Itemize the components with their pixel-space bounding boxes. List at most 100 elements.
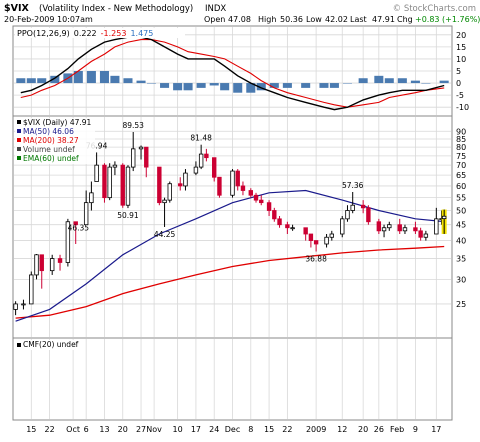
price-y-tick-label: 50 — [456, 207, 466, 216]
ppo-histogram-bar — [342, 83, 352, 84]
candle-body — [277, 218, 282, 226]
candle-body — [266, 202, 272, 211]
ppo-y-tick-label: 5 — [456, 67, 461, 76]
candle-body — [49, 258, 55, 272]
x-tick-label: Feb — [390, 425, 404, 434]
legend-swatch — [17, 147, 21, 151]
price-y-tick-label: 65 — [456, 171, 466, 180]
price-y-tick-label: 25 — [456, 300, 466, 309]
ppo-histogram-bar — [123, 78, 133, 84]
chart-symbol: $VIX — [4, 3, 29, 14]
cmf-legend: CMF(20) undef — [23, 340, 79, 349]
candle-body — [329, 233, 334, 238]
x-tick-label: 24 — [209, 425, 219, 434]
ppo-y-tick-label: -5 — [456, 91, 464, 100]
ppo-histogram-bar — [50, 75, 60, 84]
ppo-histogram-bar — [319, 83, 329, 88]
candle-body — [39, 254, 44, 272]
ppo-histogram-bar — [421, 83, 431, 84]
candle-body — [29, 274, 34, 305]
legend-swatch — [17, 120, 21, 124]
price-y-tick-label: 75 — [456, 152, 466, 161]
x-tick-label: 13 — [99, 425, 109, 434]
open-value: 47.08 — [228, 15, 251, 24]
x-tick-label: Oct — [66, 425, 80, 434]
chg-value: +0.83 (+1.76%) — [415, 15, 480, 24]
price-y-tick-label: 35 — [456, 255, 466, 264]
candle-body — [360, 204, 366, 209]
candle-body — [107, 166, 112, 199]
ppo-histogram-bar — [86, 71, 96, 84]
candle-body — [131, 148, 136, 168]
candle-body — [285, 224, 290, 229]
ppo-legend-value: 0.222 — [74, 29, 97, 38]
ppo-histogram-bar — [246, 83, 256, 93]
price-legend-item: EMA(60) undef — [23, 154, 79, 163]
candle-body — [441, 215, 447, 220]
ppo-histogram-bar — [358, 78, 368, 84]
ppo-histogram-bar — [282, 83, 292, 88]
legend-swatch — [17, 343, 21, 347]
candle-body — [253, 194, 259, 201]
x-axis: 15 22 Oct 6 13 20 27 Nov 10 17 24 Dec 8 15 22 2009 12 20 2… — [26, 425, 441, 434]
candle-body — [217, 176, 222, 196]
candle-body — [324, 236, 329, 245]
ppo-histogram-bar — [16, 78, 26, 84]
high-label: High — [258, 15, 276, 24]
x-tick-label: 22 — [282, 425, 292, 434]
ppo-histogram-bar — [374, 75, 384, 84]
candle-body — [138, 146, 144, 150]
high-value: 50.36 — [280, 15, 303, 24]
candle-body — [402, 227, 408, 232]
ppo-histogram-bar — [329, 83, 339, 88]
candle-body — [290, 227, 295, 230]
candle-body — [13, 303, 18, 310]
price-annotation: 44.25 — [154, 230, 176, 239]
ppo-y-tick-label: -10 — [456, 103, 469, 112]
low-label: Low — [306, 15, 322, 24]
candle-body — [350, 204, 355, 211]
watermark: © StockCharts.com — [393, 4, 476, 14]
x-tick-label: 27 — [136, 425, 146, 434]
candle-body — [120, 164, 125, 206]
price-y-tick-label: 55 — [456, 194, 466, 203]
price-legend-item: $VIX (Daily) 47.91 — [23, 118, 92, 127]
ppo-histogram-bar — [73, 71, 83, 84]
candle-body — [144, 146, 149, 168]
x-tick-label: 2009 — [306, 425, 326, 434]
ppo-histogram-bar — [439, 80, 449, 84]
candle-body — [340, 218, 345, 235]
candle-body — [102, 164, 107, 199]
candle-body — [248, 190, 253, 196]
price-y-tick-label: 60 — [456, 182, 466, 191]
x-tick-label: 15 — [26, 425, 36, 434]
chg-label: Chg — [397, 15, 413, 24]
chart-exchange: INDX — [205, 4, 226, 14]
price-y-tick-label: 90 — [456, 127, 466, 136]
x-tick-label: 17 — [191, 425, 201, 434]
ppo-signal-line — [20, 39, 445, 108]
x-tick-label: 15 — [264, 425, 274, 434]
candle-body — [434, 218, 439, 235]
candle-body — [198, 153, 204, 168]
chart-name: (Volatility Index - New Methodology) — [39, 4, 193, 14]
low-value: 42.02 — [325, 15, 348, 24]
x-tick-label: 22 — [44, 425, 54, 434]
candle-body — [73, 221, 78, 226]
candle-body — [397, 224, 402, 232]
price-annotation: 81.48 — [190, 134, 212, 143]
candle-body — [366, 207, 371, 223]
x-tick-label: 6 — [84, 425, 89, 434]
price-annotation: 76.94 — [86, 141, 108, 150]
candle-body — [157, 166, 162, 204]
ppo-y-tick-label: 20 — [456, 31, 466, 40]
candle-body — [94, 164, 99, 182]
x-tick-label: 12 — [337, 425, 347, 434]
x-tick-label: Nov — [146, 425, 162, 434]
ppo-legend: PPO(12,26,9) 0.222 -1.253 1.475 — [17, 29, 153, 38]
last-value: 47.91 — [372, 15, 395, 24]
candle-body — [387, 224, 392, 229]
candle-body — [235, 170, 240, 187]
